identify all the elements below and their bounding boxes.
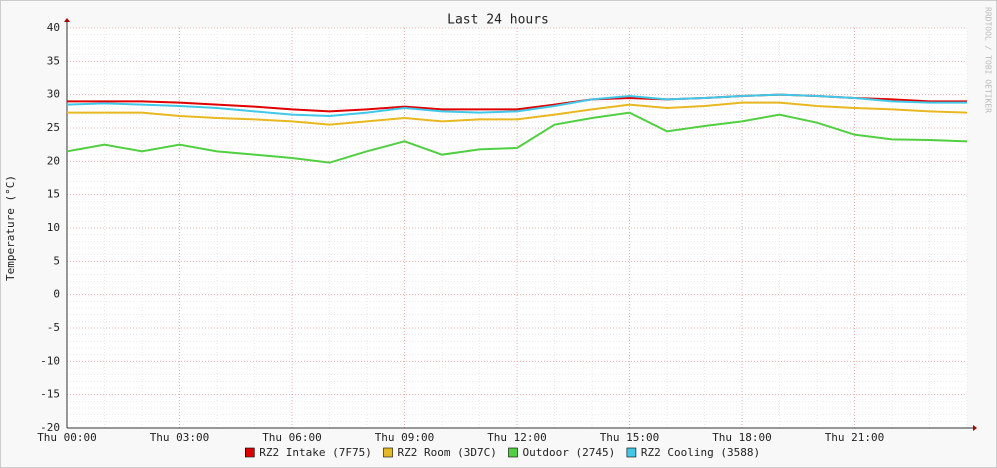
x-tick-label: Thu 15:00 [600,431,660,444]
x-tick-label: Thu 12:00 [487,431,547,444]
x-tick-label: Thu 00:00 [37,431,97,444]
legend-swatch [383,447,393,458]
arrow [64,18,70,22]
series-line [67,101,968,126]
y-tick-label: 35 [47,54,60,67]
y-tick-label: 25 [47,121,60,134]
series-line [66,111,968,164]
legend-label: Outdoor (2745) [523,446,616,459]
y-axis-label: Temperature (°C) [4,175,17,281]
chart-title: Last 24 hours [447,13,549,28]
legend-swatch [626,447,637,458]
x-tick-label: Thu 18:00 [712,431,772,444]
x-tick-label: Thu 06:00 [262,431,322,444]
y-tick-label: -15 [40,388,60,401]
legend-label: RZ2 Cooling (3588) [641,446,760,459]
legend-label: RZ2 Intake (7F75) [259,446,372,459]
x-tick-label: Thu 03:00 [150,431,210,444]
y-tick-label: -10 [40,354,60,367]
arrow [973,425,977,431]
legend-swatch [245,447,255,458]
y-tick-label: 40 [47,21,60,34]
y-tick-label: 5 [53,254,60,267]
legend-swatch [508,447,518,458]
y-tick-label: -20 [40,421,60,434]
y-tick-label: 0 [53,288,60,301]
y-tick-label: -5 [47,321,60,334]
y-tick-label: 20 [47,154,60,167]
legend-label: RZ2 Room (3D7C) [398,446,497,459]
y-tick-label: 10 [47,221,60,234]
x-tick-label: Thu 21:00 [825,431,885,444]
watermark: RRDTOOL / TOBI OETIKER [984,7,993,113]
series-line [66,93,967,118]
y-tick-label: 15 [47,188,60,201]
x-tick-label: Thu 09:00 [375,431,435,444]
y-tick-label: 30 [47,88,60,101]
